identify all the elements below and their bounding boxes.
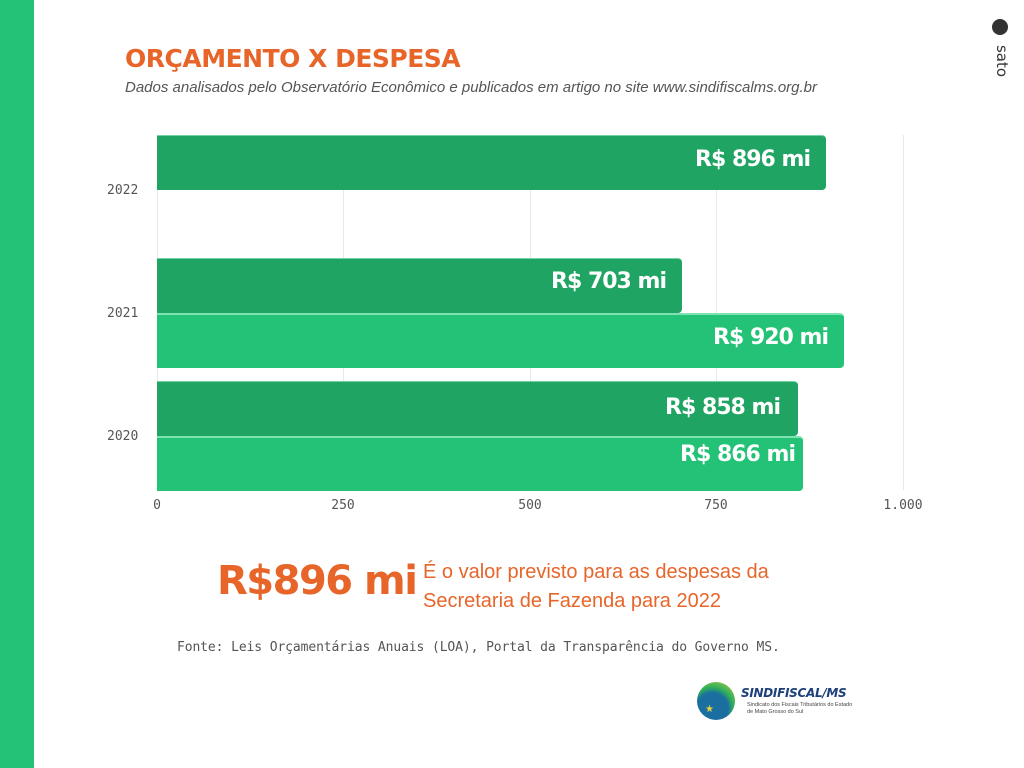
bar-2022-orcamento: R$ 896 mi	[157, 135, 826, 190]
sato-logo-icon	[992, 19, 1008, 35]
bar-value-label: R$ 920 mi	[713, 325, 829, 350]
highlight-description: É o valor previsto para as despesas da S…	[423, 561, 769, 612]
sindifiscal-logo: ★ SINDIFISCAL/MS Sindicato dos Fiscais T…	[697, 680, 857, 722]
star-icon: ★	[705, 704, 714, 715]
bar-2021-despesa: R$ 920 mi	[157, 313, 844, 368]
x-tick-1000: 1.000	[883, 498, 923, 513]
category-label-2021: 2021	[107, 306, 139, 321]
source-note: Fonte: Leis Orçamentárias Anuais (LOA), …	[177, 640, 780, 655]
x-tick-250: 250	[331, 498, 355, 513]
category-label-2020: 2020	[107, 429, 139, 444]
gridline-1000	[903, 135, 904, 490]
x-tick-0: 0	[153, 498, 161, 513]
x-tick-500: 500	[518, 498, 542, 513]
page-subtitle: Dados analisados pelo Observatório Econô…	[125, 79, 818, 96]
gridline-750	[716, 135, 717, 490]
bar-2021-orcamento: R$ 703 mi	[157, 258, 682, 313]
bar-chart: 2022 2021 2020 R$ 896 mi R$ 703 mi R$ 92…	[107, 135, 923, 513]
bar-value-label: R$ 866 mi	[680, 442, 796, 467]
highlight-value: R$896 mi	[217, 558, 418, 604]
sindifiscal-name: SINDIFISCAL/MS	[741, 686, 847, 700]
bar-2020-orcamento: R$ 858 mi	[157, 381, 798, 436]
bar-value-label: R$ 703 mi	[551, 269, 667, 294]
bar-value-label: R$ 896 mi	[695, 147, 811, 172]
page-title: ORÇAMENTO X DESPESA	[125, 44, 461, 73]
sindifiscal-emblem-icon	[697, 682, 735, 720]
x-tick-750: 750	[704, 498, 728, 513]
sato-brand: sato	[986, 16, 1014, 78]
left-accent-stripe	[0, 0, 34, 768]
bar-2020-despesa: R$ 866 mi	[157, 436, 803, 491]
bar-value-label: R$ 858 mi	[665, 395, 781, 420]
sindifiscal-tagline: Sindicato dos Fiscais Tributários do Est…	[747, 702, 853, 715]
category-label-2022: 2022	[107, 183, 139, 198]
